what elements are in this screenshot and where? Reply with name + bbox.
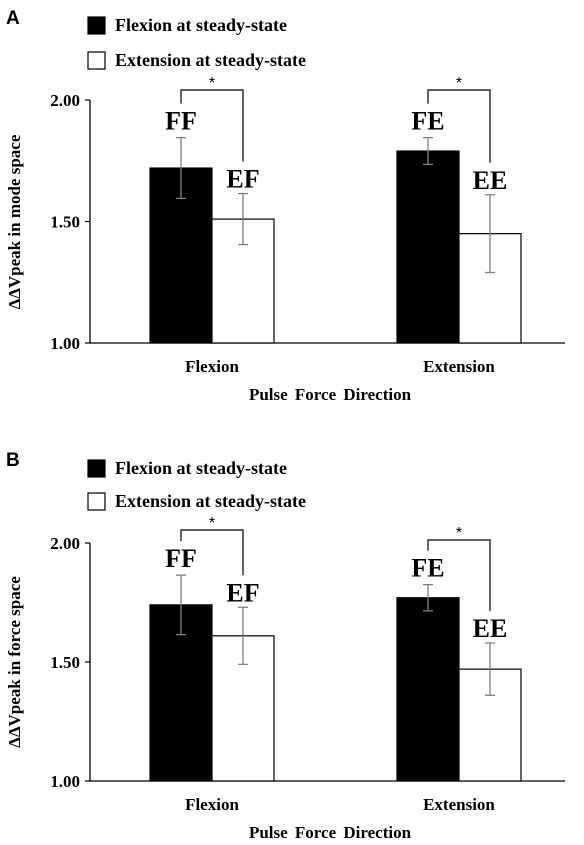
panel-letter: B xyxy=(6,450,20,471)
bar-label: EF xyxy=(226,578,259,607)
x-category-label: Extension xyxy=(423,795,495,814)
y-tick-label: 2.00 xyxy=(50,534,80,553)
error-bar xyxy=(176,574,186,636)
bar-label: FE xyxy=(411,554,444,583)
x-category-label: Extension xyxy=(423,357,495,376)
bar-label: FF xyxy=(165,107,197,136)
bar-label: EE xyxy=(473,614,508,643)
bar-label: EF xyxy=(226,165,259,194)
x-category-label: Flexion xyxy=(185,795,239,814)
legend-label: Extension at steady-state xyxy=(115,50,306,70)
bar-label: FE xyxy=(411,107,444,136)
legend-label: Flexion at steady-state xyxy=(115,458,287,478)
legend-swatch xyxy=(87,16,106,35)
y-tick-label: 1.00 xyxy=(50,772,80,791)
y-tick-label: 1.50 xyxy=(50,653,80,672)
chart-panel-a: A Flexion at steady-state Extension at ste… xyxy=(5,8,565,404)
error-bar xyxy=(423,584,433,612)
bar-flexion-extension xyxy=(396,150,460,344)
error-bar xyxy=(485,642,495,696)
significance-marker: * xyxy=(209,515,215,532)
x-axis-label: Pulse Force Direction xyxy=(249,385,412,404)
x-axis-label: Pulse Force Direction xyxy=(249,823,412,842)
error-bar xyxy=(176,137,186,200)
legend-label: Flexion at steady-state xyxy=(115,15,287,35)
legend-label: Extension at steady-state xyxy=(115,491,306,511)
bar-label: EE xyxy=(473,166,508,195)
error-bar xyxy=(423,137,433,166)
x-category-label: Flexion xyxy=(185,357,239,376)
significance-marker: * xyxy=(209,75,215,92)
y-tick-label: 1.00 xyxy=(50,334,80,353)
error-bar xyxy=(238,606,248,666)
significance-marker: * xyxy=(456,75,462,92)
chart-panel-b: B Flexion at steady-state Extension at ste… xyxy=(5,450,565,842)
error-bar xyxy=(485,194,495,274)
legend-swatch xyxy=(87,459,106,478)
y-tick-label: 1.50 xyxy=(50,213,80,232)
significance-bracket xyxy=(180,529,244,576)
y-tick-label: 2.00 xyxy=(50,91,80,110)
significance-bracket xyxy=(180,89,244,162)
significance-marker: * xyxy=(456,525,462,542)
y-axis-label: ΔΔVpeak in force space xyxy=(5,576,24,748)
significance-bracket xyxy=(427,539,491,611)
bar-flexion-extension xyxy=(396,597,460,782)
panel-letter: A xyxy=(6,8,20,29)
legend-swatch xyxy=(87,492,106,511)
error-bar xyxy=(238,192,248,246)
legend-swatch xyxy=(87,51,106,70)
significance-bracket xyxy=(427,89,491,163)
y-axis-label: ΔΔVpeak in mode space xyxy=(5,134,24,309)
bar-label: FF xyxy=(165,544,197,573)
